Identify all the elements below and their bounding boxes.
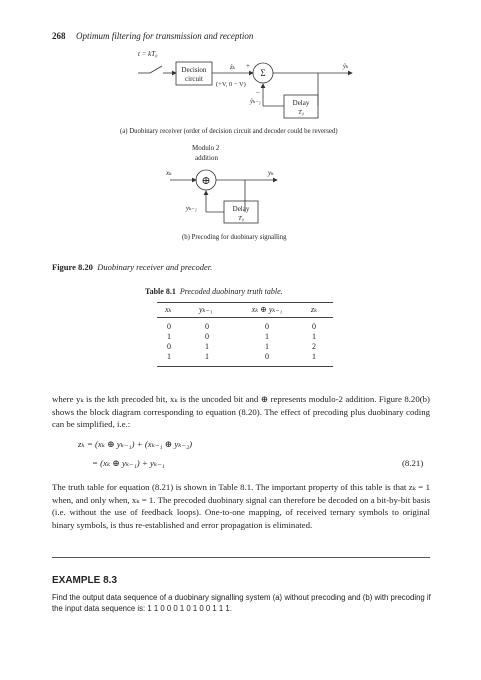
example-text: Find the output data sequence of a duobi… [52, 593, 431, 613]
mod-label-2: addition [195, 154, 218, 162]
running-title: Optimum filtering for transmission and r… [76, 31, 254, 41]
table-row: 1 0 1 1 [157, 332, 333, 342]
table-title: Precoded duobinary truth table. [179, 287, 283, 296]
example-heading: EXAMPLE 8.3 [52, 575, 118, 586]
levels-label: (+V, 0 − V) [216, 81, 246, 88]
table-header: yₖ₋₁ [199, 302, 239, 318]
table-cell: 0 [167, 342, 171, 351]
table-cell: 0 [205, 332, 209, 341]
precoder-diagram [170, 169, 278, 224]
table-label: Table 8.1 [145, 287, 176, 296]
section-divider [52, 557, 430, 558]
equation-line-1: zₖ = (xₖ ⊕ yₖ₋₁) + (xₖ₋₁ ⊕ yₖ₋₂) [78, 439, 193, 449]
y-hat-label: ŷₖ [342, 63, 349, 70]
z-hat-label: ẑₖ [229, 64, 236, 71]
sampling-switch [149, 65, 163, 74]
table-cell: 1 [295, 352, 333, 367]
equation-line-2: = (xₖ ⊕ yₖ₋₁) + yₖ₋₁ [92, 458, 165, 468]
paragraph-1: where yₖ is the kth precoded bit, xₖ is … [52, 394, 430, 429]
decision-label-1: Decision [182, 66, 207, 74]
table-row: 0 0 0 0 [157, 318, 333, 333]
xk-label: xₖ [165, 169, 172, 177]
table-cell: 1 [265, 342, 269, 351]
table-cell: 1 [199, 352, 239, 367]
decision-label-2: circuit [185, 75, 203, 83]
table-cell: 0 [265, 322, 269, 331]
delay-b-label-1: Delay [233, 205, 250, 213]
yk-label: yₖ [267, 169, 274, 177]
equation-number: (8.21) [402, 458, 424, 468]
figure-a-caption: (a) Duobinary receiver (order of decisio… [120, 128, 338, 135]
sample-label: t = kT₀ [138, 50, 158, 58]
table-cell: 0 [205, 322, 209, 331]
table-caption: Table 8.1 Precoded duobinary truth table… [145, 287, 283, 296]
table-cell: 0 [312, 322, 316, 331]
table-header: xₖ ⊕ yₖ₋₁ [239, 302, 295, 318]
delay-b-label-2: T₀ [238, 215, 244, 222]
delay-a-label-2: T₀ [298, 109, 304, 116]
decision-circuit-box [175, 61, 213, 86]
paragraph-2: The truth table for equation (8.21) is s… [52, 482, 430, 530]
table-header: xₖ [157, 302, 199, 318]
figure-8-20-diagram: t = kT₀ Decision circuit (+V, 0 − V) ẑₖ … [120, 50, 353, 241]
mod-label-1: Modulo 2 [192, 144, 220, 152]
table-cell: 0 [239, 352, 295, 367]
table-header-row: xₖ yₖ₋₁ xₖ ⊕ yₖ₋₁ zₖ [157, 302, 333, 318]
minus-sign: − [256, 89, 260, 97]
figure-caption-text: Duobinary receiver and precoder. [97, 262, 213, 272]
table-cell: 0 [167, 322, 171, 331]
table-cell: 1 [167, 332, 171, 341]
yk-prev-label: yₖ₋₁ [185, 205, 197, 212]
table-row: 0 1 1 2 [157, 342, 333, 352]
table-cell: 2 [312, 342, 316, 351]
delay-box-a [283, 94, 319, 119]
table-cell: 1 [205, 342, 209, 351]
page-number: 268 [52, 31, 66, 41]
figure-label: Figure 8.20 [52, 262, 93, 272]
truth-table: xₖ yₖ₋₁ xₖ ⊕ yₖ₋₁ zₖ 0 0 0 0 1 0 1 1 0 1… [157, 302, 333, 367]
y-hat-prev-label: ŷₖ₋₁ [249, 98, 261, 105]
table-header: zₖ [295, 302, 333, 318]
sigma-icon: Σ [260, 68, 265, 78]
figure-b-caption: (b) Precoding for duobinary signalling [182, 234, 287, 241]
oplus-icon: ⊕ [201, 175, 210, 187]
duobinary-receiver-diagram [138, 61, 353, 119]
table-cell: 1 [312, 332, 316, 341]
delay-a-label-1: Delay [293, 99, 310, 107]
figure-caption: Figure 8.20 Duobinary receiver and preco… [52, 262, 212, 272]
table-cell: 1 [265, 332, 269, 341]
plus-sign: + [246, 62, 250, 70]
table-cell: 1 [157, 352, 199, 367]
table-row: 1 1 0 1 [157, 352, 333, 367]
